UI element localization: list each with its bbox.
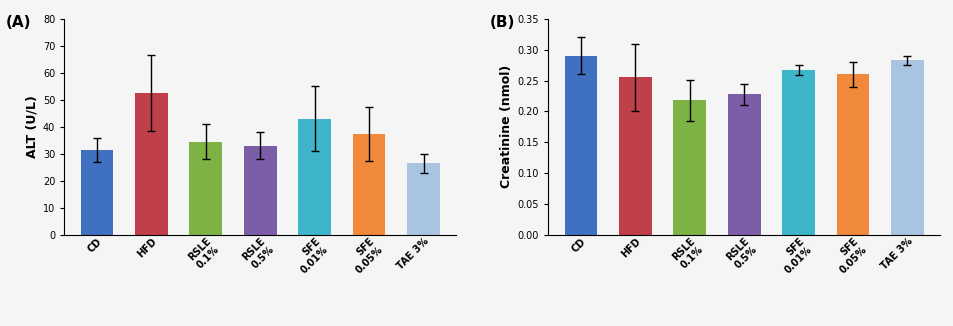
Bar bbox=[727, 94, 760, 235]
Bar bbox=[890, 60, 923, 235]
Bar bbox=[673, 100, 705, 235]
Bar bbox=[618, 78, 651, 235]
Bar bbox=[81, 150, 113, 235]
Bar bbox=[836, 74, 868, 235]
Bar bbox=[135, 93, 168, 235]
Bar bbox=[298, 119, 331, 235]
Text: (B): (B) bbox=[489, 15, 515, 30]
Text: (A): (A) bbox=[6, 15, 31, 30]
Bar bbox=[407, 163, 439, 235]
Y-axis label: Creatinine (nmol): Creatinine (nmol) bbox=[500, 65, 513, 188]
Bar bbox=[564, 56, 597, 235]
Y-axis label: ALT (U/L): ALT (U/L) bbox=[26, 96, 39, 158]
Bar bbox=[244, 146, 276, 235]
Bar bbox=[353, 134, 385, 235]
Bar bbox=[190, 142, 222, 235]
Bar bbox=[781, 70, 814, 235]
